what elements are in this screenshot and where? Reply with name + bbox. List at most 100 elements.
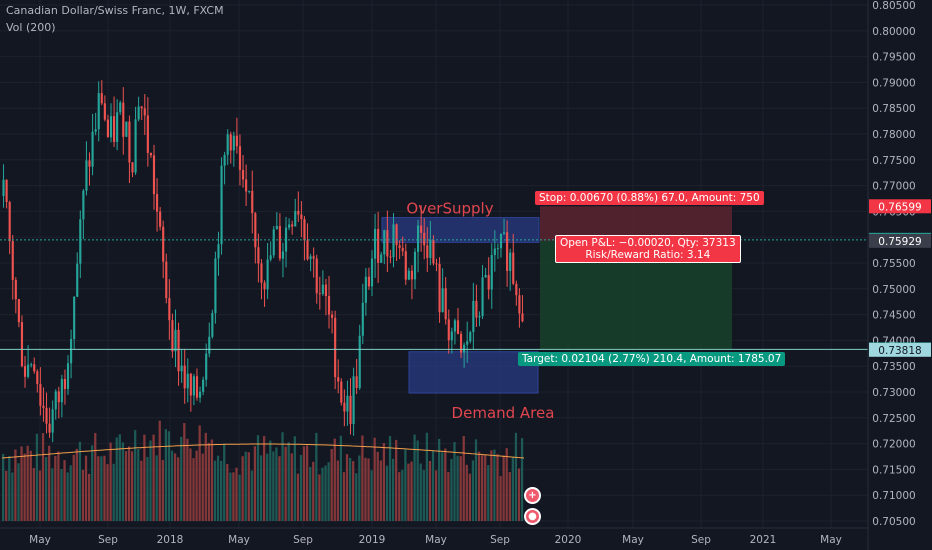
- candle-body: [518, 295, 521, 314]
- volume-bar: [481, 455, 484, 521]
- candle-body: [521, 313, 524, 322]
- candle-body: [423, 232, 426, 246]
- volume-bar: [177, 457, 180, 521]
- candle-body: [294, 210, 297, 227]
- volume-bar: [109, 442, 112, 521]
- x-tick-label: May: [622, 534, 644, 546]
- volume-bar: [339, 435, 343, 521]
- y-tick-label: 0.73500: [872, 361, 915, 373]
- candle-body: [165, 261, 168, 299]
- y-tick-label: 0.78000: [872, 129, 915, 141]
- candle-body: [51, 409, 54, 433]
- volume-bar: [23, 453, 26, 521]
- candle-body: [205, 353, 208, 380]
- event-marker-icon[interactable]: ●: [524, 508, 541, 525]
- y-tick-label: 0.72500: [872, 413, 915, 425]
- candle-body: [512, 252, 515, 284]
- volume-bar: [41, 432, 45, 521]
- candle-body: [413, 251, 417, 280]
- volume-bar: [51, 468, 54, 521]
- volume-bar: [152, 434, 155, 521]
- volume-bar: [388, 436, 392, 521]
- candle-body: [327, 295, 331, 315]
- candle-body: [251, 190, 254, 214]
- volume-ma-line: [1, 443, 525, 459]
- volume-bar: [487, 465, 490, 521]
- candle-body: [245, 179, 248, 192]
- candle-body: [361, 302, 364, 336]
- y-tick-label: 0.80000: [872, 26, 915, 38]
- candle-body: [453, 320, 456, 332]
- candle-body: [481, 277, 484, 317]
- candle-body: [309, 256, 312, 260]
- volume-bar: [422, 470, 425, 521]
- volume-bar: [232, 472, 235, 521]
- candle-body: [174, 329, 177, 352]
- volume-bar: [253, 446, 257, 521]
- candle-body: [113, 116, 116, 142]
- volume-bar: [57, 451, 60, 521]
- supply-zone-label: OverSupply: [406, 200, 493, 218]
- candle-body: [128, 121, 131, 163]
- candle-body: [478, 316, 481, 318]
- add-marker-icon[interactable]: +: [524, 487, 541, 504]
- entry-price-badge-bg: [869, 233, 931, 248]
- volume-bar: [72, 454, 75, 521]
- candle-body: [48, 423, 51, 433]
- volume-bar: [146, 456, 149, 521]
- candle-body: [155, 194, 159, 212]
- candle-body: [340, 381, 343, 403]
- volume-bar: [499, 475, 502, 521]
- candle-body: [146, 115, 149, 153]
- candle-body: [420, 225, 423, 233]
- y-tick-label: 0.73000: [872, 387, 915, 399]
- candle-body: [469, 332, 472, 342]
- candle-body: [238, 146, 242, 170]
- candle-body: [496, 248, 499, 250]
- y-tick-label: 0.79500: [872, 52, 915, 64]
- candle-body: [502, 232, 506, 234]
- candle-body: [410, 270, 413, 280]
- volume-bar: [269, 440, 272, 521]
- candle-body: [159, 211, 162, 227]
- volume-bar: [54, 455, 57, 521]
- candle-body: [370, 258, 374, 287]
- candle-body: [377, 228, 380, 263]
- candle-body: [85, 160, 88, 191]
- candle-body: [349, 395, 352, 425]
- volume-bar: [367, 458, 370, 521]
- candle-body: [116, 112, 119, 142]
- open-pnl-label: Open P&L: −0.00020, Qty: 37313 Risk/Rewa…: [555, 235, 741, 263]
- y-tick-label: 0.71000: [872, 490, 915, 502]
- candle-body: [450, 331, 453, 341]
- x-tick-label: May: [29, 534, 51, 546]
- volume-bar: [244, 451, 247, 521]
- volume-bar: [143, 434, 146, 521]
- volume-bar: [434, 470, 438, 521]
- volume-bar: [229, 472, 232, 521]
- demand-zone-label: Demand Area: [452, 404, 555, 422]
- candle-body: [70, 339, 73, 364]
- volume-bar: [517, 468, 521, 521]
- stop-price-badge-bg: [869, 199, 931, 214]
- candle-body: [346, 395, 349, 412]
- candle-body: [416, 225, 420, 252]
- volume-bar: [66, 472, 69, 521]
- candle-body: [91, 131, 94, 167]
- candle-body: [407, 270, 410, 280]
- volume-bar: [441, 452, 444, 521]
- candle-body: [444, 288, 447, 320]
- candle-body: [254, 213, 257, 248]
- volume-bar: [284, 446, 287, 521]
- volume-bar: [164, 429, 168, 521]
- volume-bar: [247, 452, 250, 521]
- volume-bar: [318, 474, 321, 521]
- candle-body: [223, 154, 226, 166]
- volume-bar: [468, 473, 471, 521]
- volume-bar: [272, 451, 275, 521]
- y-tick-label: 0.75500: [872, 258, 915, 270]
- candle-body: [475, 300, 478, 318]
- volume-bar: [456, 455, 459, 521]
